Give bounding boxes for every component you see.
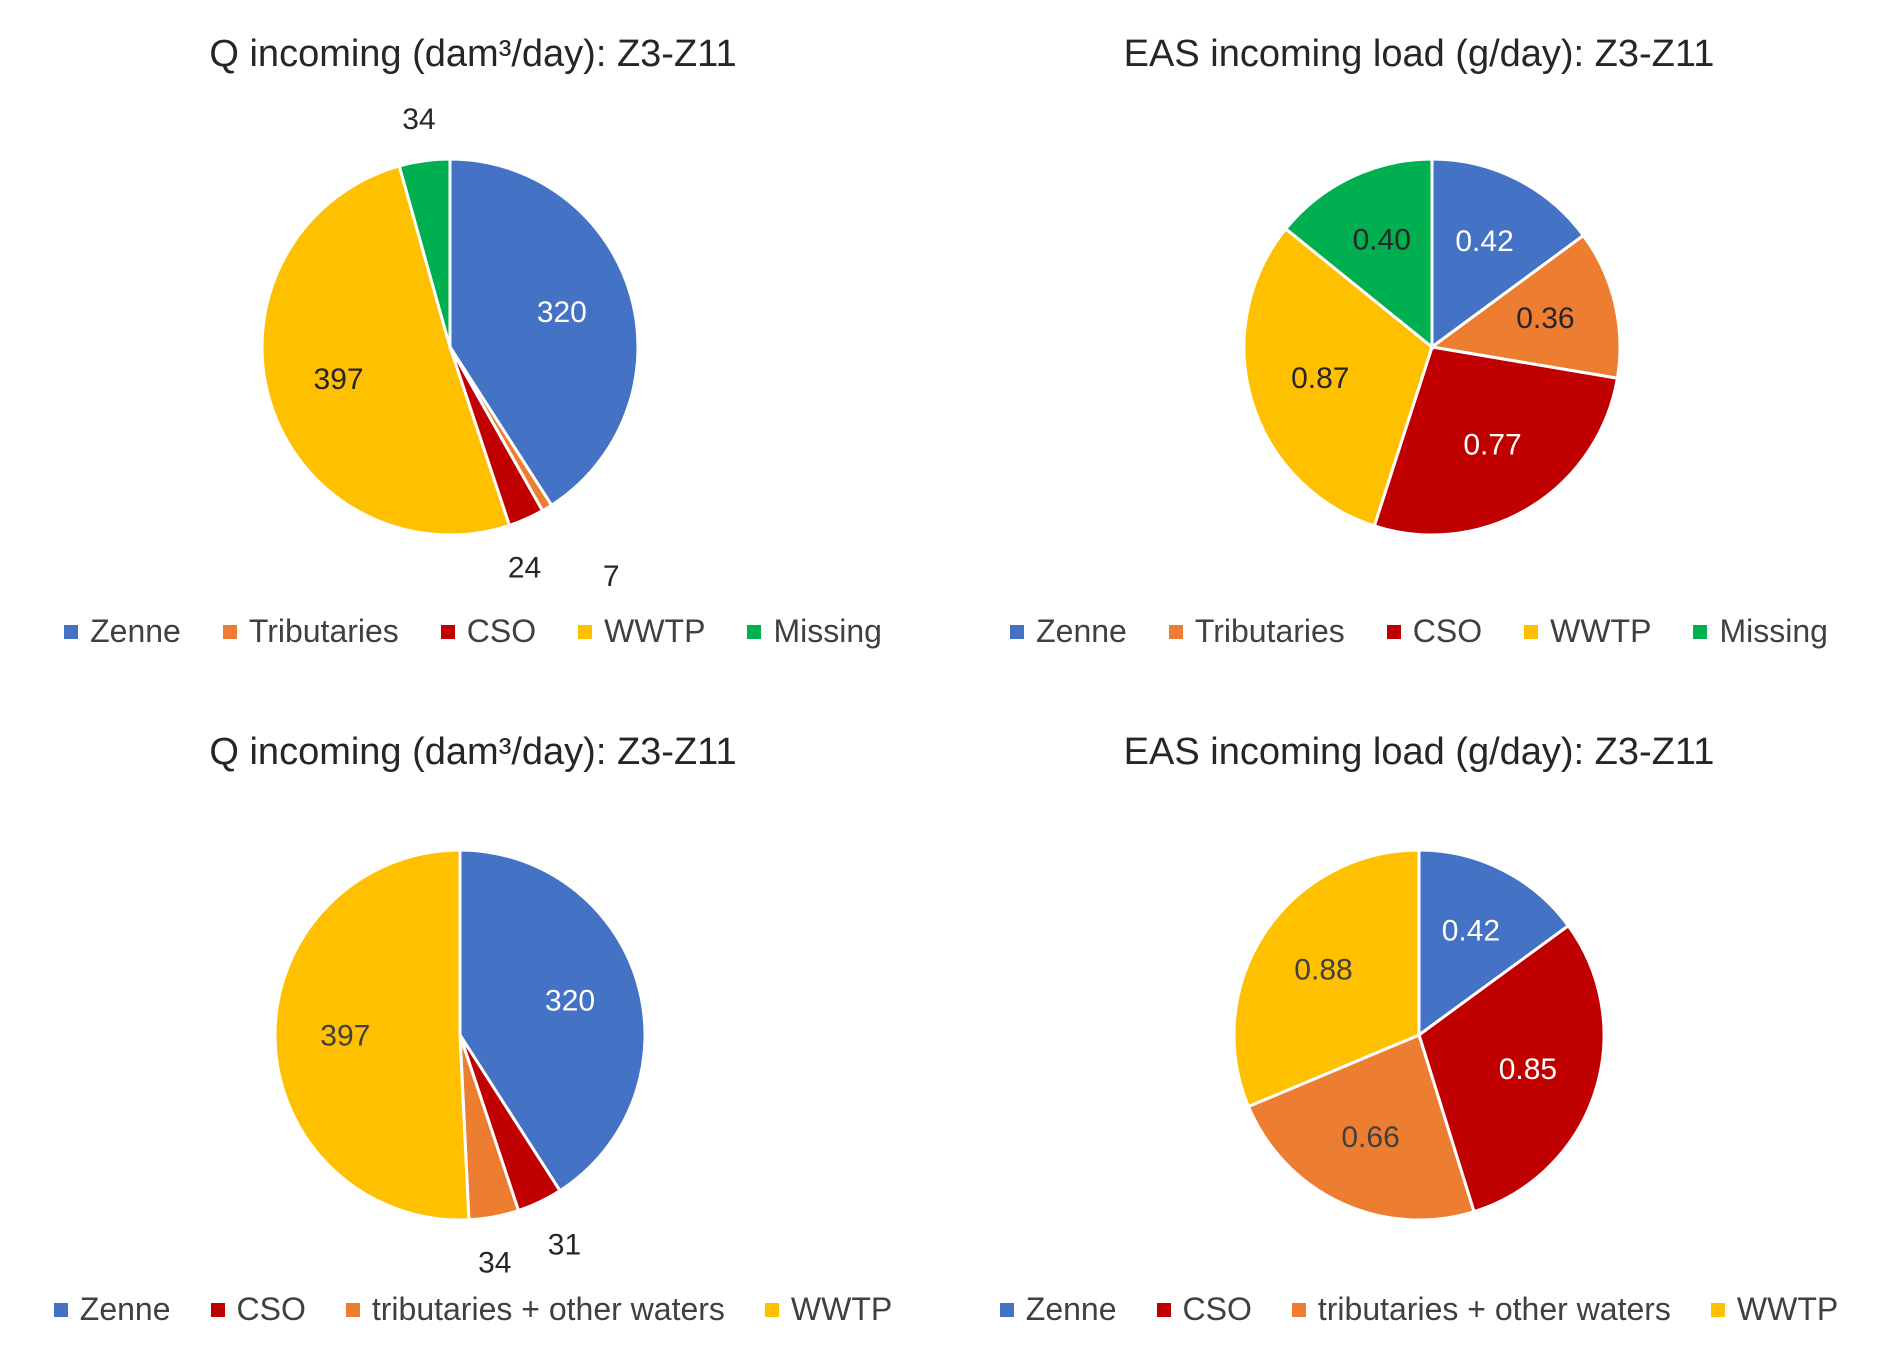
legend-swatch	[765, 1303, 779, 1317]
legend-swatch	[1010, 625, 1024, 639]
data-label-cso: 31	[548, 1229, 581, 1262]
chart-panel-eas-bottom: EAS incoming load (g/day): Z3-Z11 0.42 0.…	[946, 679, 1892, 1358]
chart-legend: Zenne CSO tributaries + other waters WWTP	[0, 1291, 946, 1328]
data-label-cso: 0.77	[1463, 429, 1521, 462]
data-label-tributaries-other-waters: 0.66	[1341, 1121, 1399, 1154]
data-label-zenne: 0.42	[1455, 225, 1513, 258]
pie-chart: 0.42 0.36 0.77 0.87 0.40	[946, 0, 1892, 600]
legend-item-zenne: Zenne	[54, 1291, 171, 1328]
legend-label: Missing	[773, 613, 881, 650]
data-label-wwtp: 397	[320, 1020, 370, 1053]
legend-item-tributaries-other-waters: tributaries + other waters	[346, 1291, 725, 1328]
data-label-cso: 24	[508, 551, 541, 584]
pie-chart: 320 7 24 397 34	[0, 0, 946, 600]
data-label-cso: 0.85	[1499, 1053, 1557, 1086]
chart-legend: Zenne Tributaries CSO WWTP Missing	[946, 613, 1892, 650]
legend-item-cso: CSO	[1157, 1291, 1252, 1328]
legend-label: WWTP	[1737, 1291, 1838, 1328]
legend-label: WWTP	[604, 613, 705, 650]
legend-swatch	[1169, 625, 1183, 639]
legend-label: Zenne	[1036, 613, 1127, 650]
legend-item-tributaries: Tributaries	[223, 613, 399, 650]
data-label-zenne: 0.42	[1442, 915, 1500, 948]
legend-item-wwtp: WWTP	[1524, 613, 1651, 650]
legend-swatch	[747, 625, 761, 639]
data-label-wwtp: 0.87	[1291, 362, 1349, 395]
legend-swatch	[1693, 625, 1707, 639]
data-label-tributaries-other-waters: 34	[478, 1246, 511, 1279]
legend-item-zenne: Zenne	[64, 613, 181, 650]
legend-label: CSO	[237, 1291, 306, 1328]
legend-swatch	[1711, 1303, 1725, 1317]
legend-swatch	[54, 1303, 68, 1317]
legend-label: Zenne	[80, 1291, 171, 1328]
legend-swatch	[223, 625, 237, 639]
legend-item-cso: CSO	[1387, 613, 1482, 650]
pie-chart: 320 31 34 397	[0, 679, 946, 1279]
chart-panel-eas-top: EAS incoming load (g/day): Z3-Z11 0.42 0.…	[946, 0, 1892, 679]
legend-label: CSO	[1183, 1291, 1252, 1328]
data-label-missing: 0.40	[1353, 224, 1411, 257]
data-label-zenne: 320	[537, 296, 587, 329]
legend-label: WWTP	[1550, 613, 1651, 650]
legend-item-tributaries-other-waters: tributaries + other waters	[1292, 1291, 1671, 1328]
legend-swatch	[1157, 1303, 1171, 1317]
legend-swatch	[346, 1303, 360, 1317]
legend-item-cso: CSO	[441, 613, 536, 650]
legend-swatch	[1000, 1303, 1014, 1317]
legend-item-tributaries: Tributaries	[1169, 613, 1345, 650]
legend-label: CSO	[1413, 613, 1482, 650]
pie-chart: 0.42 0.85 0.66 0.88	[946, 679, 1892, 1279]
data-label-missing: 34	[402, 103, 435, 136]
legend-item-wwtp: WWTP	[765, 1291, 892, 1328]
chart-panel-q-bottom: Q incoming (dam³/day): Z3-Z11 320 31 34 397…	[0, 679, 946, 1358]
data-label-tributaries: 7	[603, 560, 620, 593]
legend-item-wwtp: WWTP	[578, 613, 705, 650]
legend-label: WWTP	[791, 1291, 892, 1328]
data-label-wwtp: 397	[314, 363, 364, 396]
legend-label: Zenne	[1026, 1291, 1117, 1328]
chart-legend: Zenne Tributaries CSO WWTP Missing	[0, 613, 946, 650]
legend-item-zenne: Zenne	[1010, 613, 1127, 650]
legend-label: Tributaries	[1195, 613, 1345, 650]
legend-swatch	[1292, 1303, 1306, 1317]
legend-label: Missing	[1719, 613, 1827, 650]
legend-item-zenne: Zenne	[1000, 1291, 1117, 1328]
legend-label: Tributaries	[249, 613, 399, 650]
legend-label: Zenne	[90, 613, 181, 650]
chart-legend: Zenne CSO tributaries + other waters WWTP	[946, 1291, 1892, 1328]
data-label-zenne: 320	[545, 985, 595, 1018]
legend-swatch	[441, 625, 455, 639]
pie-slice-wwtp	[275, 850, 469, 1220]
legend-item-wwtp: WWTP	[1711, 1291, 1838, 1328]
legend-item-missing: Missing	[747, 613, 881, 650]
legend-label: tributaries + other waters	[1318, 1291, 1671, 1328]
legend-label: tributaries + other waters	[372, 1291, 725, 1328]
legend-swatch	[211, 1303, 225, 1317]
legend-item-missing: Missing	[1693, 613, 1827, 650]
legend-item-cso: CSO	[211, 1291, 306, 1328]
legend-swatch	[1387, 625, 1401, 639]
legend-swatch	[578, 625, 592, 639]
legend-swatch	[64, 625, 78, 639]
data-label-tributaries: 0.36	[1516, 302, 1574, 335]
data-label-wwtp: 0.88	[1294, 953, 1352, 986]
legend-swatch	[1524, 625, 1538, 639]
chart-panel-q-top: Q incoming (dam³/day): Z3-Z11 320 7 24 397 3…	[0, 0, 946, 679]
legend-label: CSO	[467, 613, 536, 650]
